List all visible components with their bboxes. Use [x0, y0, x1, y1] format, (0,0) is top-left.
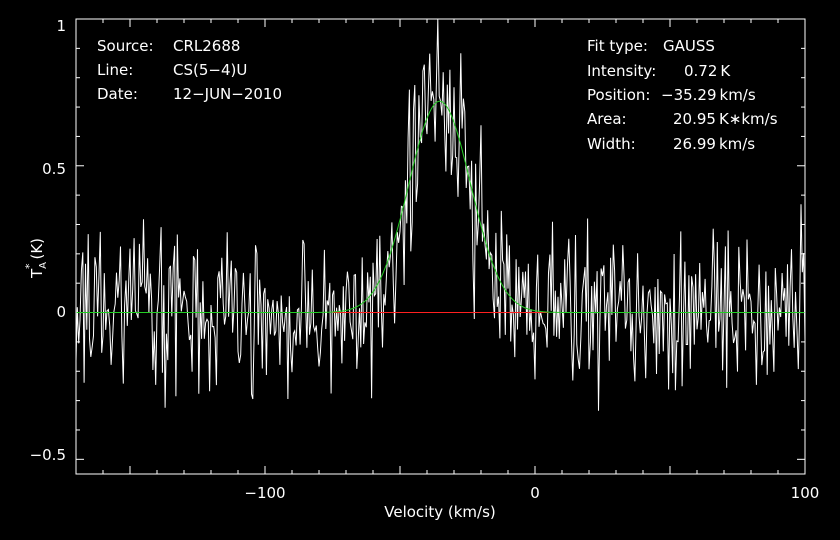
info-label: Source:	[97, 37, 154, 55]
fit-label: Width:	[587, 135, 636, 153]
y-tick-label: 0.5	[42, 160, 66, 178]
y-tick-label: 0	[56, 303, 66, 321]
fit-label: Position:	[587, 86, 650, 104]
data-layer	[75, 18, 806, 411]
y-axis-label: TA* (K)	[23, 238, 49, 279]
svg-text:TA*(K): TA* (K)	[23, 238, 49, 279]
y-tick-label: −0.5	[30, 446, 66, 464]
plot-frame	[75, 18, 806, 475]
spectrum-line	[75, 18, 806, 411]
info-value: CRL2688	[173, 37, 240, 55]
x-axis-label: Velocity (km/s)	[384, 503, 495, 521]
info-label: Line:	[97, 61, 133, 79]
info-panel-left: Source: CRL2688 Line: CS(5−4)U Date: 12−…	[97, 37, 282, 103]
x-tick-label: −100	[244, 484, 285, 502]
fit-label: Fit type:	[587, 37, 648, 55]
y-axis-symbol: T	[28, 268, 46, 279]
fit-value: 20.95 K∗km/s	[673, 110, 778, 128]
y-axis-subscript: A	[38, 262, 49, 269]
axis-ticks	[76, 18, 806, 474]
fit-value: 26.99 km/s	[673, 135, 755, 153]
info-value: CS(5−4)U	[173, 61, 247, 79]
fit-value: −35.29 km/s	[661, 86, 756, 104]
y-tick-label: 1	[56, 17, 66, 35]
y-axis-superscript: *	[23, 263, 36, 269]
info-value: 12−JUN−2010	[173, 85, 282, 103]
y-axis-unit: (K)	[28, 238, 46, 260]
y-tick-labels: 1 0.5 0 −0.5	[30, 17, 66, 464]
fit-value: 0.72 K	[684, 62, 731, 80]
x-tick-label: 100	[791, 484, 820, 502]
fit-value: GAUSS	[663, 37, 715, 55]
info-panel-right: Fit type: GAUSS Intensity: 0.72 K Positi…	[587, 37, 778, 153]
x-tick-label: 0	[530, 484, 540, 502]
gaussian-fit-line	[76, 100, 805, 313]
info-label: Date:	[97, 85, 138, 103]
fit-label: Intensity:	[587, 62, 656, 80]
x-tick-labels: −100 0 100	[244, 484, 819, 502]
fit-label: Area:	[587, 110, 627, 128]
